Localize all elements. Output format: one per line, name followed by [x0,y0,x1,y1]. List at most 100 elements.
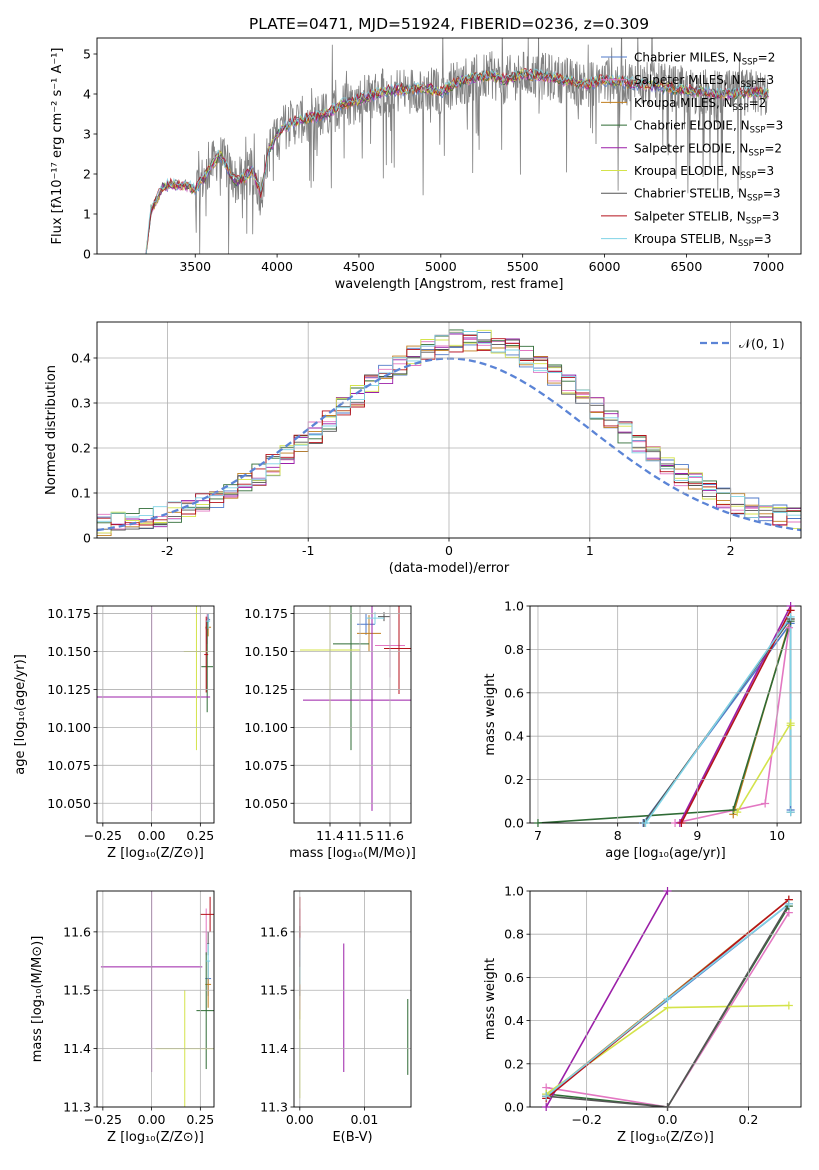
x-tick-label: 11.5 [346,828,374,843]
panel-residuals: -2 -1 0 1 2 0 0.1 0.2 0.3 0.4 (data-model)/error No… [44,321,802,576]
x-tick-label: 10 [769,828,785,843]
panel-mass-vs-EBV: 0.00 0.01 11.3 11.4 11.5 11.6 E(B-V) [260,890,412,1145]
panel-mass-vs-Z: −0.25 0.00 0.25 11.3 11.4 11.5 11.6 Z [log₁₀(Z/… [30,890,215,1145]
axes-frame [293,890,412,1108]
panel-age-vs-mass: 11.4 11.5 11.6 10.050 10.075 10.100 10.125 10.1… [244,605,416,861]
y-tick-label: 10.100 [47,720,91,735]
data-point-chabrier-elodie [196,952,214,1070]
x-axis-label: wavelength [Angstrom, rest frame] [335,277,564,292]
spectrum-legend: Chabrier MILES, NSSP=2 Salpeter MILES, NS… [601,51,783,249]
x-tick-label: 0.00 [138,1112,166,1127]
x-axis-label: age [log₁₀(age/yr)] [605,846,726,861]
model-spectrum-line [145,68,769,254]
panel-age-vs-Z: −0.25 0.00 0.25 10.050 10.075 10.100 10.125 10.… [13,605,215,861]
y-tick-label: 10.050 [47,796,91,811]
weight-marker [786,721,795,730]
legend-label: Salpeter STELIB, NSSP=3 [634,209,779,226]
y-tick-label: 10.175 [47,606,91,621]
x-tick-label: 0.25 [186,828,214,843]
data-point-salpeter-stelib [384,606,411,695]
x-tick-label: 0 [445,543,453,558]
plot-area-spectrum [145,38,769,254]
weight-marker [786,808,795,817]
data-point-salpeter-stelib [204,616,209,693]
y-tick-label: 3 [83,127,91,142]
y-tick-label: 0.2 [504,1056,524,1071]
y-tick-label: 10.150 [244,644,288,659]
x-tick-label: 0.2 [738,1112,758,1127]
weight-marker [785,623,794,632]
panel-weight-vs-age: 7 8 9 10 0.0 0.2 0.4 0.6 0.8 1.0 age [log₁₀(age/yr… [483,599,802,861]
y-tick-label: 0 [83,531,91,546]
panel-spectrum: 3500 4000 4500 5000 5500 6000 6500 7000 0 1 2 3 4 5 wa… [50,37,802,292]
panel-weight-vs-Z: −0.2 0.0 0.2 0.0 0.2 0.4 0.6 0.8 1.0 Z [log₁₀(Z/Z… [483,884,802,1145]
axes-frame [96,321,802,539]
weight-marker [542,1103,551,1111]
y-tick-label: 0.6 [504,685,524,700]
figure-title: PLATE=0471, MJD=51924, FIBERID=0236, z=0… [249,15,649,33]
y-tick-label: 10.150 [47,644,91,659]
y-tick-label: 1.0 [504,599,524,614]
x-tick-label: 0.25 [186,1112,214,1127]
x-tick-label: 4000 [261,259,293,274]
x-axis-label: E(B-V) [332,1130,372,1145]
plot-area-mass-vs-Z [100,891,214,1107]
y-tick-label: 0.4 [504,1013,524,1028]
x-tick-label: 7000 [752,259,784,274]
weight-marker [784,899,793,908]
x-tick-label: 0.01 [351,1112,379,1127]
y-axis-label: mass weight [483,958,498,1040]
weight-marker [533,819,542,827]
y-tick-label: 0.0 [504,816,524,831]
model-spectrum-line [145,67,769,254]
data-point-salpeter-stelib [200,896,214,932]
y-axis-label: Normed distribution [44,365,59,495]
weight-marker [663,995,672,1003]
x-axis-label: mass [log₁₀(M/M⊙)] [289,846,416,861]
y-axis-label: age [log₁₀(age/yr)] [13,654,28,775]
x-axis-label: (data-model)/error [389,561,510,576]
x-tick-label: -2 [161,543,173,558]
weight-marker [786,612,795,621]
y-tick-label: 11.4 [63,1041,91,1056]
weight-line [545,891,669,1107]
y-tick-label: 11.3 [63,1100,91,1115]
weight-marker [761,799,770,808]
x-axis-label: Z [log₁₀(Z/Z⊙)] [617,1130,714,1145]
y-tick-label: 11.5 [63,983,91,998]
x-tick-label: 0.0 [658,1112,678,1127]
x-tick-label: 2 [727,543,735,558]
weight-marker [663,1103,672,1111]
x-tick-label: 4500 [343,259,375,274]
axes-frame [96,605,215,824]
y-tick-label: 0.4 [71,351,91,366]
weight-line [537,620,792,823]
x-tick-label: 9 [693,828,701,843]
x-axis-label: Z [log₁₀(Z/Z⊙)] [107,846,204,861]
weight-marker [641,819,650,827]
x-tick-label: −0.2 [571,1112,601,1127]
legend-label: Chabrier STELIB, NSSP=3 [634,187,781,204]
y-tick-label: 4 [83,87,91,102]
x-tick-label: 8 [614,828,622,843]
x-tick-label: 11.6 [376,828,404,843]
x-tick-label: 11.4 [316,828,344,843]
weight-marker [677,819,686,827]
weight-marker [663,1003,672,1012]
data-point-salpeter-elodie [303,606,411,811]
legend-label: Kroupa ELODIE, NSSP=3 [634,164,774,181]
x-tick-label: −0.25 [84,1112,122,1127]
legend-label: Kroupa MILES, NSSP=2 [634,96,766,113]
legend-label: Salpeter ELODIE, NSSP=2 [634,141,782,158]
weight-marker [733,808,742,817]
x-tick-label: −0.25 [84,828,122,843]
y-tick-label: 11.5 [260,983,288,998]
y-tick-label: 11.4 [260,1041,288,1056]
y-tick-label: 0.0 [504,1100,524,1115]
x-tick-label: 1 [586,543,594,558]
weight-marker [784,1001,793,1010]
y-tick-label: 1 [83,207,91,222]
plot-area-mass-vs-EBV [299,896,409,1099]
y-tick-label: 11.6 [63,924,91,939]
axes-frame [293,605,412,824]
